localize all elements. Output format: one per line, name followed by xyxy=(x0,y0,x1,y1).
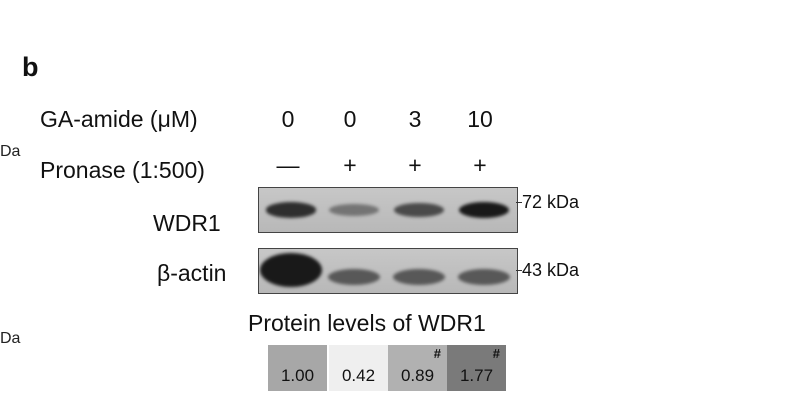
ga-value: 10 xyxy=(467,106,493,132)
ga-amide-label: GA-amide (μM) xyxy=(40,106,198,132)
blot-band xyxy=(266,202,316,218)
ga-value: 0 xyxy=(281,106,295,132)
pronase-value: — xyxy=(276,152,300,178)
quantification-value: 1.77 xyxy=(459,366,494,385)
pronase-value: + xyxy=(408,152,422,178)
blot-band xyxy=(260,253,322,287)
blot-band xyxy=(459,202,509,218)
significance-mark: # xyxy=(492,346,500,361)
quantification-cell: 1.00 xyxy=(268,345,327,391)
quantification-value: 0.89 xyxy=(400,366,435,385)
pronase-value: + xyxy=(473,152,487,178)
beta-actin-blot-image xyxy=(258,248,518,294)
blot-band xyxy=(458,269,510,285)
marker-tick xyxy=(516,202,522,203)
blot-band xyxy=(393,269,445,285)
quantification-cell: #0.89 xyxy=(388,345,447,391)
blot-band xyxy=(329,203,379,217)
beta-actin-marker-label: 43 kDa xyxy=(522,260,580,280)
quantification-cell: #1.77 xyxy=(447,345,506,391)
blot-band xyxy=(328,269,380,285)
pronase-label: Pronase (1:500) xyxy=(40,157,205,183)
blot-band xyxy=(394,203,444,217)
ga-value: 0 xyxy=(343,106,357,132)
panel-letter: b xyxy=(22,52,39,82)
cropped-edge-label: Da xyxy=(0,330,21,347)
quantification-value: 1.00 xyxy=(280,366,315,385)
ga-value: 3 xyxy=(408,106,422,132)
wdr1-blot-image xyxy=(258,187,518,233)
beta-actin-label: β-actin xyxy=(157,260,227,286)
quantification-title: Protein levels of WDR1 xyxy=(248,310,486,336)
quantification-cell: 0.42 xyxy=(329,345,388,391)
quantification-value: 0.42 xyxy=(341,366,376,385)
wdr1-marker-label: 72 kDa xyxy=(522,192,580,212)
marker-tick xyxy=(516,270,522,271)
cropped-edge-label: Da xyxy=(0,143,21,160)
pronase-value: + xyxy=(343,152,357,178)
wdr1-label: WDR1 xyxy=(153,210,221,236)
significance-mark: # xyxy=(433,346,441,361)
